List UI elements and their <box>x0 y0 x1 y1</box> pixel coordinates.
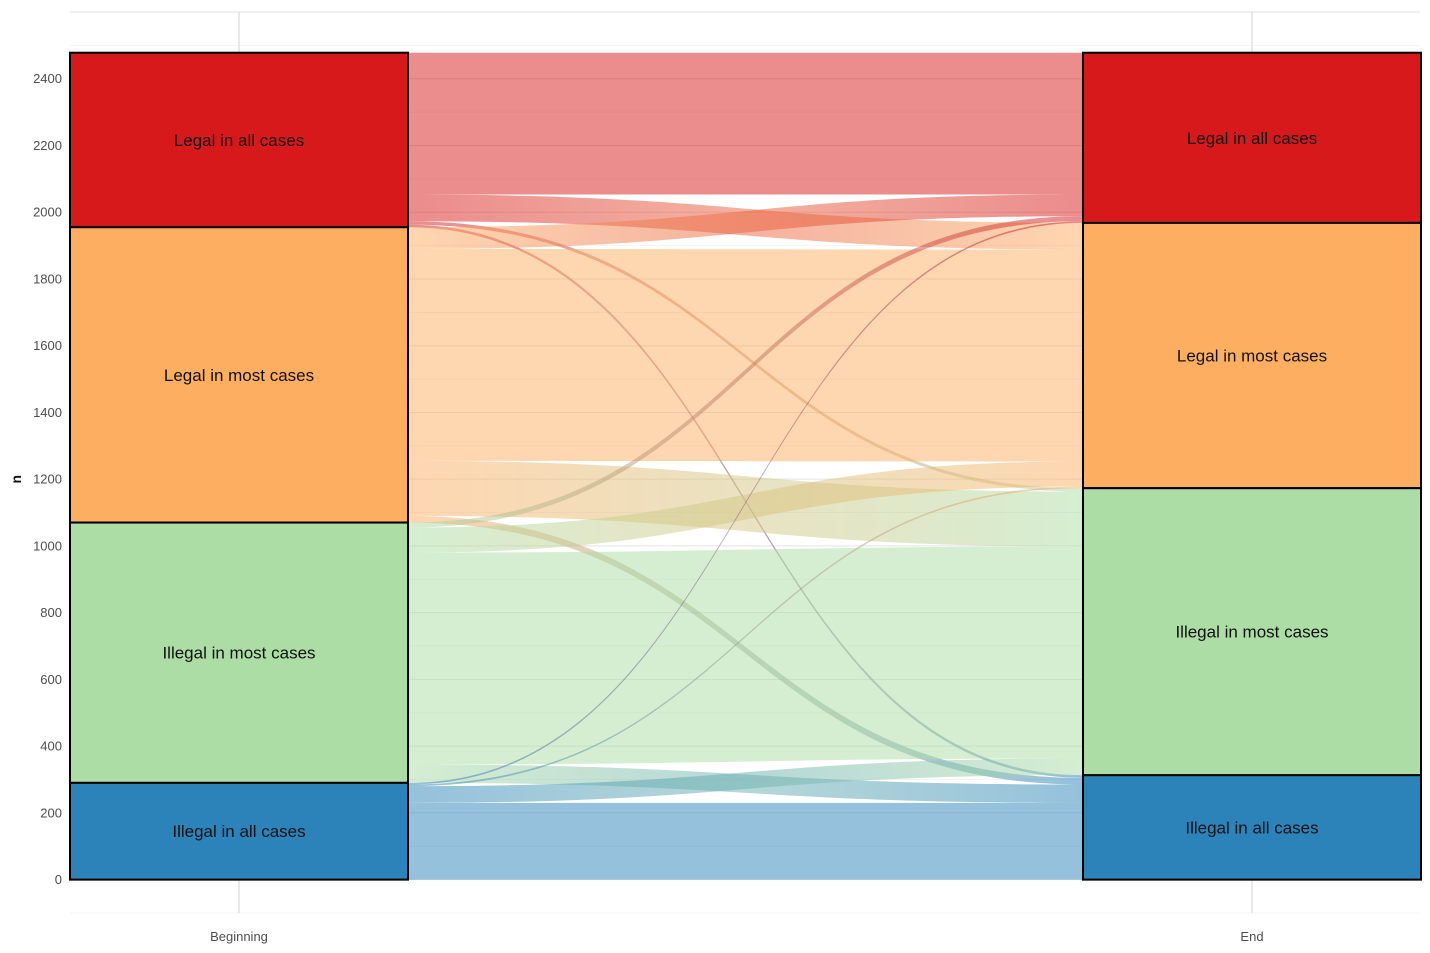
stratum-box <box>69 226 409 524</box>
y-tick-label: 0 <box>55 872 62 887</box>
stratum-box <box>1082 51 1422 224</box>
x-tick-label: End <box>1240 929 1263 944</box>
flow-band <box>408 758 1083 803</box>
y-tick-label: 2200 <box>33 138 62 153</box>
x-tick-label: Beginning <box>210 929 268 944</box>
flow-band <box>408 221 1083 785</box>
flow-band <box>408 216 1083 528</box>
y-tick-label: 600 <box>40 672 62 687</box>
stratum-label: Illegal in most cases <box>162 644 315 663</box>
stratum-label: Legal in most cases <box>164 366 314 385</box>
y-tick-label: 800 <box>40 605 62 620</box>
y-tick-label: 2400 <box>33 71 62 86</box>
stratum-box <box>69 51 409 229</box>
flows <box>408 52 1083 880</box>
flow-band <box>408 486 1083 787</box>
y-tick-label: 1800 <box>33 271 62 286</box>
axes: 0 200 400 600 800 1000 1200 1400 1600 1800 2000 220… <box>33 71 1263 944</box>
y-tick-label: 1200 <box>33 472 62 487</box>
y-tick-label: 1400 <box>33 405 62 420</box>
stratum-box <box>69 781 409 881</box>
flow-band <box>408 248 1083 462</box>
flow-band <box>408 461 1083 553</box>
stratum-box <box>1082 221 1422 490</box>
y-tick-label: 400 <box>40 739 62 754</box>
stratum-label: Illegal in all cases <box>172 822 305 841</box>
y-tick-label: 2000 <box>33 205 62 220</box>
stratum-box <box>1082 487 1422 777</box>
stratum-label: Legal in all cases <box>174 131 304 150</box>
strata: Legal in all cases Legal in most cases Ill… <box>69 51 1422 881</box>
stratum-label: Illegal in most cases <box>1175 623 1328 642</box>
y-tick-label: 200 <box>40 805 62 820</box>
stratum-label: Legal in most cases <box>1177 347 1327 366</box>
stratum-box <box>1082 774 1422 881</box>
flow-band <box>408 52 1083 195</box>
flow-band <box>408 194 1083 249</box>
flow-band <box>408 802 1083 880</box>
y-axis-title: n <box>8 475 24 484</box>
flow-band <box>408 546 1083 765</box>
stratum-box <box>69 521 409 784</box>
stratum-label: Legal in all cases <box>1187 129 1317 148</box>
y-tick-label: 1000 <box>33 538 62 553</box>
stratum-label: Illegal in all cases <box>1185 818 1318 837</box>
y-tick-label: 1600 <box>33 338 62 353</box>
